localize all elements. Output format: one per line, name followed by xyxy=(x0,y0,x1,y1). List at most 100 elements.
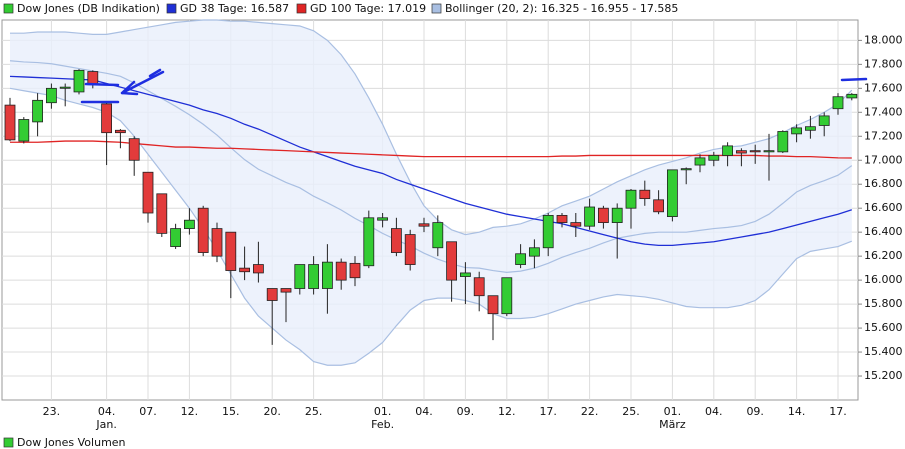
candle-body xyxy=(87,71,99,86)
y-tick-label: 16.600 xyxy=(864,201,903,214)
x-tick-label: 23. xyxy=(43,405,61,418)
candle-body xyxy=(694,157,706,166)
bollinger-band-area xyxy=(10,20,852,366)
candle-body xyxy=(335,261,347,281)
candle-body xyxy=(749,150,761,153)
candle-body xyxy=(473,277,485,297)
y-tick-label: 17.600 xyxy=(864,81,903,94)
candle-body xyxy=(115,129,126,134)
candle-body xyxy=(404,234,416,265)
candle-body xyxy=(584,206,595,227)
x-tick-label: 22. xyxy=(581,405,599,418)
candle-body xyxy=(308,264,320,289)
candle-body xyxy=(321,261,333,289)
candle-body xyxy=(377,217,389,221)
candle-body xyxy=(101,103,112,134)
candle-body xyxy=(183,219,195,229)
x-tick-label: 09. xyxy=(457,405,475,418)
candle-body xyxy=(791,127,802,135)
candle-body xyxy=(501,277,513,315)
volume-label: Dow Jones Volumen xyxy=(17,436,126,449)
candle-body xyxy=(266,288,278,301)
legend-label: Dow Jones (DB Indikation) xyxy=(17,2,160,15)
x-month-label: Jan. xyxy=(95,418,116,431)
y-tick-label: 16.000 xyxy=(864,273,903,286)
candle-body xyxy=(156,193,168,234)
candle-body xyxy=(736,150,747,154)
x-tick-label: 25. xyxy=(305,405,323,418)
legend-label: GD 100 Tage: 17.019 xyxy=(310,2,426,15)
candle-body xyxy=(639,189,651,200)
x-tick-label: 20. xyxy=(263,405,281,418)
x-tick-label: 12. xyxy=(181,405,199,418)
y-tick-label: 17.400 xyxy=(864,105,903,118)
legend-swatch xyxy=(296,3,307,14)
bollinger-lower xyxy=(9,87,853,366)
candle-body xyxy=(446,241,458,281)
candle-body xyxy=(4,104,16,141)
candle-body xyxy=(46,87,57,104)
candle-body xyxy=(763,150,775,153)
candle-body xyxy=(363,217,375,267)
candle-body xyxy=(418,223,430,227)
legend-label: GD 38 Tage: 16.587 xyxy=(180,2,289,15)
legend-swatch xyxy=(166,3,177,14)
candle-body xyxy=(432,222,444,249)
candle-body xyxy=(529,247,540,257)
annotation-arrow xyxy=(120,68,165,96)
y-tick-label: 15.200 xyxy=(864,369,903,382)
x-tick-label: 04. xyxy=(705,405,723,418)
candle-body xyxy=(128,138,140,161)
x-tick-label: 01. xyxy=(664,405,682,418)
y-tick-label: 17.000 xyxy=(864,153,903,166)
candle-body xyxy=(598,207,609,223)
x-tick-label: 15. xyxy=(222,405,240,418)
candle-body xyxy=(515,253,526,265)
x-tick-label: 17. xyxy=(539,405,557,418)
x-tick-label: 01. xyxy=(374,405,392,418)
moving-average-line xyxy=(9,75,852,247)
candle-body xyxy=(653,199,664,213)
plot-layer xyxy=(2,19,858,400)
candle-body xyxy=(570,222,582,227)
candle-body xyxy=(252,264,264,274)
y-tick-label: 15.400 xyxy=(864,345,903,358)
y-tick-label: 17.800 xyxy=(864,57,903,70)
candle-body xyxy=(832,96,844,110)
legend-swatch xyxy=(3,3,14,14)
y-tick-label: 16.800 xyxy=(864,177,903,190)
annotation-stroke xyxy=(84,82,120,87)
x-tick-label: 04. xyxy=(415,405,433,418)
x-tick-label: 12. xyxy=(498,405,516,418)
y-tick-label: 15.800 xyxy=(864,297,903,310)
candle-body xyxy=(542,214,554,249)
candle-body xyxy=(846,93,858,99)
candle-body xyxy=(349,262,361,279)
candle-body xyxy=(459,272,471,277)
annotation-stroke xyxy=(840,77,868,82)
candle-body xyxy=(722,145,733,156)
candle-body xyxy=(73,69,85,93)
x-tick-label: 09. xyxy=(746,405,764,418)
bollinger-middle xyxy=(9,60,853,273)
candle-body xyxy=(211,228,223,257)
y-tick-label: 15.600 xyxy=(864,321,903,334)
candle-body xyxy=(170,228,182,247)
candle-body xyxy=(667,169,678,217)
y-tick-label: 17.200 xyxy=(864,129,903,142)
candle-body xyxy=(18,119,30,142)
candle-body xyxy=(32,99,43,123)
candle-body xyxy=(59,86,71,89)
candle-body xyxy=(225,231,237,271)
candle-body xyxy=(611,207,623,223)
x-tick-label: 17. xyxy=(829,405,847,418)
candle-body xyxy=(556,214,568,223)
candle-body xyxy=(777,131,789,153)
candle-body xyxy=(197,207,209,253)
candle-body xyxy=(625,189,637,209)
annotation xyxy=(80,68,868,104)
legend-swatch xyxy=(3,437,14,448)
candle-body xyxy=(818,115,830,126)
candle-body xyxy=(708,155,720,161)
